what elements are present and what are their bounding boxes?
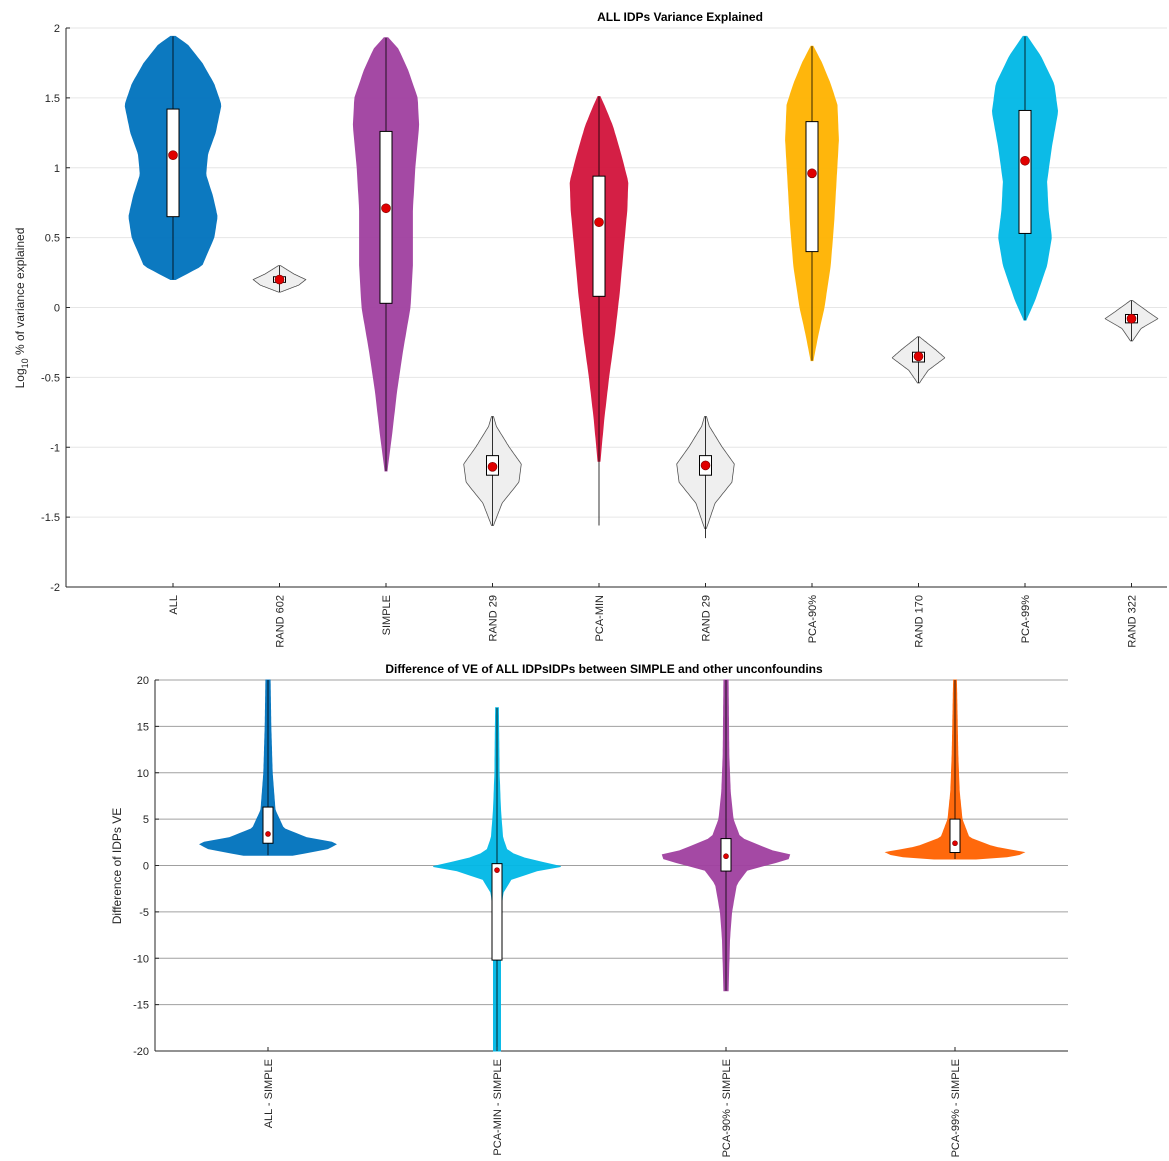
mean-marker [1126, 313, 1137, 324]
y-tick-label: 15 [137, 721, 149, 733]
x-tick-label: PCA-90% - SIMPLE [721, 1059, 733, 1157]
violin-box [262, 806, 274, 844]
y-tick-label: -10 [133, 953, 149, 965]
mean-marker [487, 462, 498, 472]
y-axis-label: Log10 % of variance explained [13, 228, 30, 389]
x-tick-label: PCA-99% - SIMPLE [950, 1059, 962, 1157]
x-tick-label: ALL [168, 595, 180, 615]
mean-marker [807, 168, 817, 179]
violin-box [491, 863, 503, 961]
y-tick-label: 20 [137, 675, 149, 687]
y-tick-label: 5 [143, 814, 149, 826]
chart-title: Difference of VE of ALL IDPsIDPs between… [385, 662, 823, 676]
x-tick-label: PCA-99% [1020, 595, 1032, 644]
y-tick-label: -1.5 [41, 512, 60, 524]
difference-chart: Difference of VE of ALL IDPsIDPs between… [110, 662, 1068, 1157]
violin-box [805, 121, 819, 253]
violin-box [166, 108, 180, 218]
mean-marker [274, 274, 285, 285]
x-tick-label: ALL - SIMPLE [263, 1059, 275, 1128]
y-tick-label: -2 [50, 582, 60, 594]
chart-title: ALL IDPs Variance Explained [597, 10, 763, 24]
y-axis-label-rest: % of variance explained [13, 228, 27, 359]
y-tick-label: 0 [54, 303, 60, 315]
y-tick-label: -0.5 [41, 372, 60, 384]
y-tick-label: 0 [143, 861, 149, 873]
variance-explained-chart: ALL IDPs Variance Explained Log10 % of v… [13, 10, 1167, 648]
y-axis-label-main: Log [13, 368, 27, 388]
x-tick-label: RAND 29 [701, 595, 713, 641]
x-tick-label: RAND 602 [275, 595, 287, 648]
mean-marker [723, 853, 729, 860]
x-tick-label: PCA-MIN [594, 595, 606, 642]
mean-marker [700, 460, 711, 471]
x-tick-label: PCA-90% [807, 595, 819, 644]
x-tick-label: RAND 322 [1127, 595, 1139, 648]
mean-marker [594, 217, 604, 228]
y-tick-label: 2 [54, 23, 60, 35]
mean-marker [265, 831, 271, 837]
y-axis-label: Difference of IDPs VE [110, 808, 124, 925]
mean-marker [494, 867, 500, 873]
y-tick-label: -15 [133, 1000, 149, 1012]
mean-marker [913, 351, 924, 362]
mean-marker [952, 840, 958, 847]
y-tick-label: 1.5 [45, 93, 60, 105]
x-tick-label: PCA-MIN - SIMPLE [492, 1059, 504, 1156]
x-tick-label: RAND 29 [488, 595, 500, 641]
mean-marker [1020, 155, 1030, 166]
y-tick-label: -1 [50, 442, 60, 454]
violin-box [1018, 109, 1032, 234]
violin-box [379, 130, 393, 304]
y-tick-label: -20 [133, 1046, 149, 1058]
y-tick-label: 0.5 [45, 233, 60, 245]
y-tick-label: -5 [139, 907, 149, 919]
x-tick-label: RAND 170 [914, 595, 926, 648]
mean-marker [381, 203, 391, 214]
y-axis-label-subscript: 10 [20, 358, 30, 368]
y-tick-label: 10 [137, 768, 149, 780]
mean-marker [168, 150, 178, 160]
violin-box [592, 175, 606, 297]
violin-box [949, 818, 961, 854]
y-tick-label: 1 [54, 163, 60, 175]
x-tick-label: SIMPLE [381, 595, 393, 635]
